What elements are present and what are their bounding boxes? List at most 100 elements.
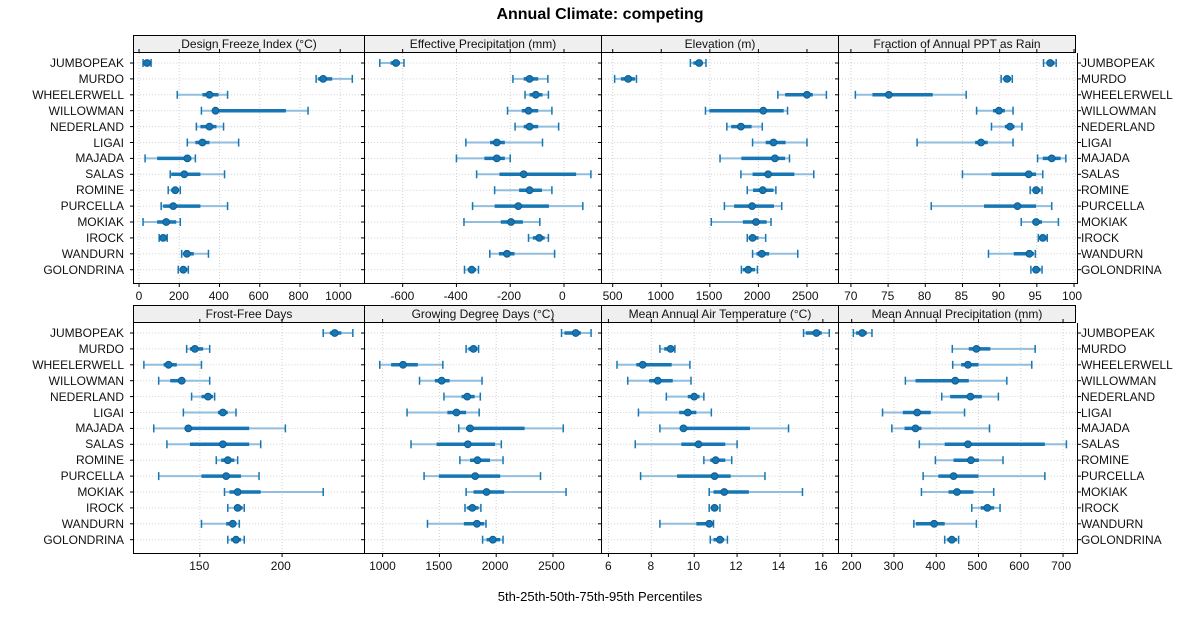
x-tick-label: 400 — [208, 289, 229, 303]
median-dot — [764, 170, 773, 179]
x-tick-label: 100 — [1062, 289, 1083, 303]
x-tick-label: 700 — [1051, 559, 1072, 573]
median-dot — [994, 106, 1003, 115]
median-dot — [951, 376, 960, 385]
x-tick-label: 150 — [189, 559, 210, 573]
median-dot — [164, 360, 173, 369]
x-tick-label: 500 — [602, 289, 623, 303]
row-label: MURDO — [1081, 71, 1127, 86]
median-dot — [525, 75, 534, 83]
median-dot — [624, 75, 633, 83]
row-label: ROMINE — [1081, 453, 1129, 468]
dot-whisker-plot — [129, 49, 371, 287]
median-dot — [471, 472, 480, 481]
median-dot — [218, 440, 227, 449]
row-label: WHEELERWELL — [32, 87, 124, 102]
row-label: SALAS — [1081, 167, 1120, 182]
median-dot — [1038, 234, 1047, 242]
median-dot — [452, 408, 461, 417]
x-tick-label: -200 — [496, 289, 522, 303]
x-axis-ticks: 1000 1500 2000 2500 — [364, 559, 602, 573]
x-tick-label: 1000 — [369, 559, 396, 573]
x-axis-ticks: -600 -400 -200 0 — [364, 289, 602, 303]
median-dot — [171, 186, 180, 195]
panel-strip-title: Mean Annual Precipitation (mm) — [838, 305, 1076, 323]
x-tick-label: 16 — [814, 559, 828, 573]
x-tick-label: 1500 — [695, 289, 723, 303]
dot-whisker-plot — [597, 319, 845, 557]
median-dot — [953, 488, 961, 496]
median-dot — [169, 202, 178, 211]
x-axis-ticks: 0 200 400 600 800 1000 — [133, 289, 365, 303]
median-dot — [715, 535, 724, 544]
median-dot — [437, 376, 446, 385]
median-dot — [1047, 154, 1056, 163]
median-dot — [218, 408, 227, 417]
median-dot — [463, 392, 472, 401]
median-dot — [694, 440, 703, 449]
x-tick-label: 14 — [771, 559, 786, 573]
median-dot — [736, 122, 745, 131]
x-tick-label: 600 — [248, 289, 269, 303]
median-dot — [884, 90, 893, 99]
median-dot — [463, 440, 472, 449]
row-label: MOKIAK — [77, 215, 124, 229]
median-dot — [748, 234, 757, 242]
row-label: ROMINE — [1081, 183, 1129, 198]
median-dot — [184, 424, 193, 433]
median-dot — [759, 106, 768, 115]
panel-growing-degree-days: Growing Degree Days (°C) — [360, 305, 608, 557]
median-dot — [223, 456, 232, 465]
median-dot — [233, 504, 242, 512]
median-dot — [1032, 265, 1041, 274]
x-tick-label: 2500 — [538, 559, 565, 573]
row-label: WANDURN — [61, 516, 124, 531]
x-tick-label: 1000 — [325, 289, 352, 303]
median-dot — [205, 122, 214, 131]
median-dot — [711, 456, 720, 465]
x-tick-label: 2000 — [481, 559, 509, 573]
x-tick-label: 500 — [967, 559, 988, 573]
row-label: IROCK — [85, 500, 124, 515]
panel-elevation: Elevation (m) — [597, 35, 845, 287]
median-dot — [469, 345, 478, 353]
x-tick-label: 400 — [925, 559, 946, 573]
median-dot — [710, 472, 719, 481]
median-dot — [222, 472, 231, 481]
x-tick-label: 200 — [168, 289, 189, 303]
row-label: LIGAI — [93, 405, 124, 420]
dot-whisker-plot — [360, 319, 608, 557]
median-dot — [1032, 186, 1041, 195]
median-dot — [1024, 170, 1033, 179]
row-label: MOKIAK — [77, 485, 124, 499]
x-tick-label: 0 — [135, 289, 143, 303]
median-dot — [531, 90, 540, 99]
median-dot — [162, 218, 171, 226]
median-dot — [757, 249, 766, 258]
row-label: GOLONDRINA — [43, 262, 124, 277]
median-dot — [1013, 202, 1022, 211]
panel-strip-title: Frost-Free Days — [133, 305, 365, 323]
row-label: ROMINE — [76, 453, 124, 468]
x-tick-label: 75 — [880, 289, 895, 303]
x-axis-ticks: 150 200 — [133, 559, 365, 573]
x-tick-label: 80 — [917, 289, 932, 303]
median-dot — [949, 472, 958, 481]
row-label: LIGAI — [1081, 135, 1112, 150]
dot-whisker-plot — [834, 49, 1082, 287]
median-dot — [1006, 122, 1014, 131]
median-dot — [524, 106, 533, 115]
median-dot — [679, 424, 688, 433]
row-label: SALAS — [85, 437, 124, 452]
row-label: JUMBOPEAK — [1081, 56, 1156, 70]
median-dot — [983, 504, 992, 512]
row-label: MURDO — [78, 71, 124, 86]
median-dot — [666, 345, 675, 353]
median-dot — [180, 170, 189, 179]
x-tick-label: 600 — [1009, 559, 1030, 573]
row-label: IROCK — [1081, 230, 1120, 245]
median-dot — [204, 392, 212, 401]
median-dot — [705, 519, 714, 528]
row-label: PURCELLA — [60, 199, 124, 214]
row-label: IROCK — [1081, 500, 1120, 515]
